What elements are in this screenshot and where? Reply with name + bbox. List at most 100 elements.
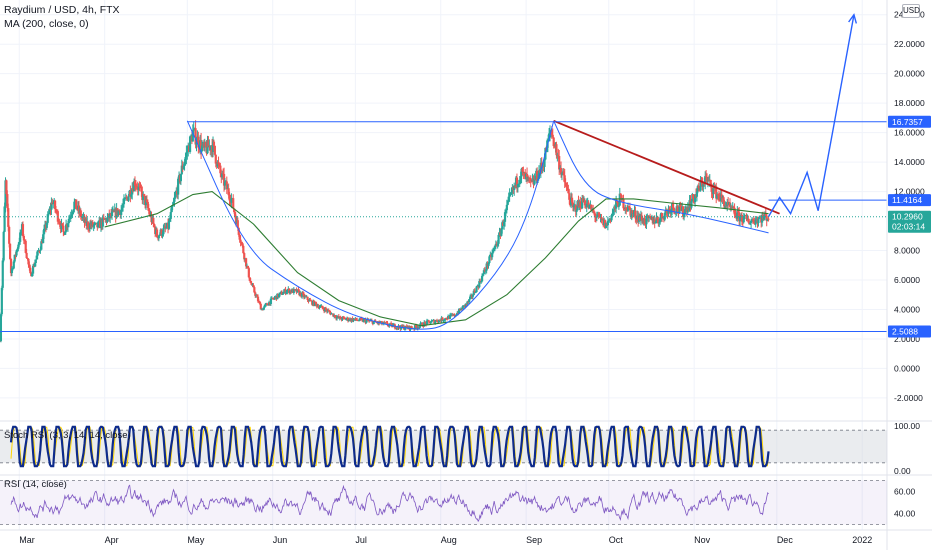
candle-body <box>204 142 207 147</box>
candle-body <box>9 243 12 259</box>
candle-body <box>293 289 296 290</box>
candle-body <box>643 218 646 225</box>
stoch-rsi-legend[interactable]: Stoch RSI (3, 3, 14, 14, close) <box>4 430 131 441</box>
candle-body <box>22 236 25 241</box>
candle-body <box>153 223 156 227</box>
candle-body <box>575 210 578 212</box>
candle-body <box>491 252 494 258</box>
candle-body <box>71 212 74 215</box>
candle-body <box>437 319 441 323</box>
candle-body <box>682 206 685 217</box>
candle-body <box>732 207 735 208</box>
candle-body <box>273 297 276 299</box>
candle-body <box>592 209 595 212</box>
candle-body <box>177 178 180 195</box>
candle-body <box>616 202 620 207</box>
candle-body <box>250 282 253 286</box>
candle-body <box>757 218 760 224</box>
candle-body <box>570 197 574 203</box>
candle-body <box>185 152 188 158</box>
candle-body <box>173 197 176 202</box>
candle-body <box>723 202 726 208</box>
candle-body <box>434 321 437 324</box>
candle-body <box>465 303 468 305</box>
candle-body <box>454 315 457 317</box>
candle-body <box>615 200 618 209</box>
candle-body <box>213 145 216 155</box>
candle-body <box>237 227 240 235</box>
candle-body <box>740 215 744 222</box>
candle-body <box>539 162 542 173</box>
candle-body <box>754 219 757 225</box>
candle-body <box>157 235 160 239</box>
candle-body <box>121 207 124 210</box>
candle-body <box>72 209 75 213</box>
candle-body <box>547 133 551 140</box>
candle-body <box>2 231 5 261</box>
candle-body <box>563 175 566 183</box>
level-price-label-bg <box>888 325 931 338</box>
candle-body <box>183 162 186 166</box>
ma-indicator-legend[interactable]: MA (200, close, 0) <box>4 18 89 30</box>
candle-body <box>347 320 351 322</box>
candle-body <box>68 216 71 219</box>
candle-body <box>132 181 136 192</box>
candle-body <box>607 220 610 222</box>
symbol-title[interactable]: Raydium / USD, 4h, FTX <box>4 4 120 16</box>
candle-body <box>353 319 356 321</box>
candle-body <box>19 232 22 242</box>
candle-body <box>508 193 511 197</box>
candle-body <box>301 292 305 294</box>
candle-body <box>491 250 495 253</box>
candle-body <box>583 200 587 206</box>
candle-body <box>487 262 490 267</box>
candle-body <box>65 224 68 232</box>
candle-body <box>749 222 752 225</box>
candle-body <box>319 306 322 308</box>
rsi-legend[interactable]: RSI (14, close) <box>4 479 67 490</box>
candle-body <box>127 196 130 201</box>
candle-body <box>34 259 37 264</box>
candle-body <box>367 319 370 321</box>
rsi-tick-label: 60.00 <box>894 487 916 497</box>
candle-body <box>0 314 3 342</box>
candle-body <box>676 206 679 212</box>
candle-body <box>628 207 631 211</box>
candle-body <box>73 201 76 210</box>
candle-body <box>223 181 227 186</box>
candle-body <box>445 318 448 319</box>
candle-body <box>38 250 41 252</box>
candle-body <box>309 299 312 301</box>
candle-body <box>503 221 506 226</box>
candle-body <box>380 321 384 325</box>
candle-body <box>604 223 608 229</box>
candle-body <box>485 263 488 271</box>
candle-body <box>510 192 513 194</box>
candle-body <box>233 212 237 217</box>
candle-body <box>324 308 328 310</box>
candle-body <box>230 198 233 203</box>
candle-body <box>167 220 171 229</box>
candle-body <box>461 306 464 310</box>
candle-body <box>745 215 748 220</box>
candle-body <box>742 215 745 223</box>
candle-body <box>516 184 519 187</box>
candle-body <box>117 210 120 216</box>
candle-body <box>456 312 459 315</box>
currency-button[interactable]: USD <box>902 4 920 18</box>
candle-body <box>548 132 552 134</box>
candle-body <box>438 319 441 321</box>
candle-body <box>253 287 256 293</box>
candle-body <box>610 215 613 221</box>
candle-body <box>174 194 177 198</box>
candle-body <box>256 296 260 302</box>
candle-body <box>567 188 570 194</box>
candle-body <box>278 292 282 295</box>
candle-body <box>168 218 171 221</box>
candle-body <box>211 141 215 152</box>
candle-body <box>682 213 686 217</box>
candle-body <box>579 201 582 208</box>
candle-body <box>622 198 625 209</box>
